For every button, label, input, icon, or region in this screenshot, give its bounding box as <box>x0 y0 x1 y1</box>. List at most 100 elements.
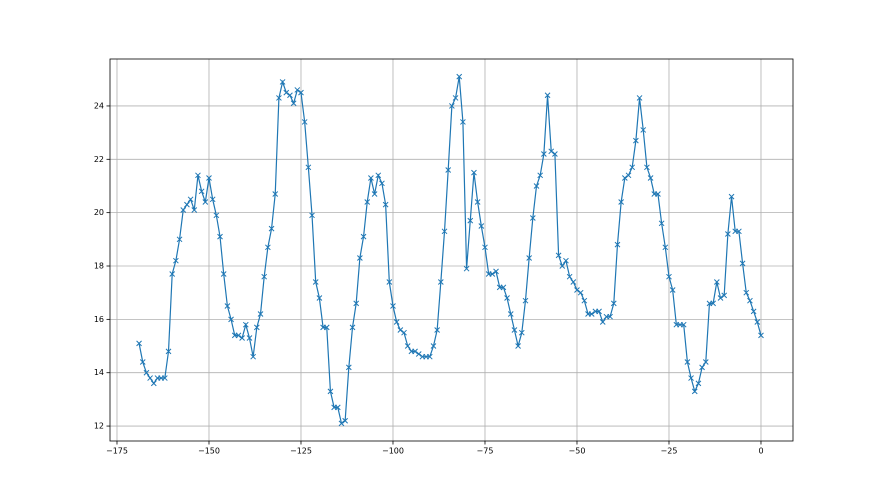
data-marker <box>666 273 672 280</box>
data-marker <box>386 279 393 285</box>
data-marker <box>456 73 463 80</box>
data-marker <box>467 217 474 224</box>
data-marker <box>165 348 172 355</box>
data-marker <box>143 369 150 376</box>
data-marker <box>449 103 455 109</box>
data-marker <box>298 89 304 96</box>
data-marker <box>287 92 293 99</box>
data-marker <box>500 284 507 291</box>
data-marker <box>548 148 555 155</box>
data-marker <box>633 137 639 144</box>
y-tick-label: 14 <box>94 368 104 377</box>
data-marker <box>338 420 345 427</box>
data-marker <box>702 359 709 365</box>
data-marker <box>662 244 669 251</box>
data-marker <box>187 196 194 203</box>
data-marker <box>364 199 371 205</box>
data-marker <box>404 343 411 349</box>
data-marker <box>379 180 385 187</box>
data-marker <box>721 292 728 299</box>
data-marker <box>515 343 521 349</box>
data-marker <box>294 87 301 93</box>
data-marker <box>563 257 569 264</box>
data-marker <box>599 319 606 325</box>
data-marker <box>368 175 374 181</box>
data-marker <box>316 295 323 301</box>
data-marker <box>253 324 260 331</box>
data-marker <box>621 175 628 181</box>
x-tick-label: 0 <box>758 447 763 456</box>
data-marker <box>647 175 654 181</box>
data-marker <box>754 319 761 325</box>
x-tick-label: −50 <box>569 447 586 456</box>
data-marker <box>198 188 205 195</box>
data-marker <box>250 353 257 360</box>
data-marker <box>710 300 716 307</box>
data-marker <box>655 191 661 197</box>
data-marker <box>725 231 731 237</box>
data-marker <box>511 327 518 333</box>
data-marker <box>412 348 418 355</box>
data-marker <box>257 311 264 317</box>
data-marker <box>607 313 613 320</box>
data-marker <box>691 388 698 395</box>
data-marker <box>728 193 735 200</box>
data-marker <box>541 151 547 157</box>
data-marker <box>739 260 746 267</box>
data-marker <box>276 95 282 101</box>
x-tick-label: −175 <box>106 447 128 456</box>
data-marker <box>161 375 168 381</box>
data-marker <box>309 212 315 219</box>
data-marker <box>265 244 271 251</box>
data-marker <box>680 321 687 328</box>
data-marker <box>430 343 437 349</box>
data-marker <box>555 252 562 259</box>
data-marker <box>357 255 363 261</box>
data-marker <box>397 327 404 333</box>
y-tick-label: 18 <box>94 262 104 271</box>
data-marker <box>434 327 441 333</box>
data-marker <box>209 196 216 203</box>
data-marker <box>213 212 220 219</box>
data-marker <box>533 183 540 189</box>
data-marker <box>426 353 433 360</box>
y-tick-label: 22 <box>94 155 104 164</box>
data-marker <box>393 319 400 325</box>
data-marker <box>493 268 499 275</box>
data-marker <box>747 297 753 304</box>
data-marker <box>518 329 525 336</box>
data-marker <box>290 100 297 107</box>
x-tick-label: −150 <box>198 447 220 456</box>
y-tick-label: 12 <box>94 422 104 431</box>
data-marker <box>445 167 452 173</box>
data-marker <box>474 199 481 205</box>
data-marker <box>382 201 389 208</box>
data-marker <box>684 359 691 365</box>
data-marker <box>305 164 312 171</box>
data-marker <box>191 207 198 213</box>
x-tick-label: −125 <box>290 447 312 456</box>
data-marker <box>415 351 422 357</box>
data-marker <box>522 297 529 304</box>
data-marker <box>345 364 352 371</box>
data-marker <box>261 273 268 280</box>
y-tick-label: 20 <box>94 208 104 217</box>
data-marker <box>504 295 510 301</box>
data-marker <box>574 287 580 293</box>
data-marker <box>537 172 544 179</box>
data-marker <box>375 172 382 179</box>
data-marker <box>544 92 551 99</box>
data-marker <box>224 303 231 309</box>
data-marker <box>342 417 349 424</box>
data-marker <box>460 119 466 125</box>
data-marker <box>272 191 279 197</box>
data-marker <box>334 404 341 411</box>
data-marker <box>713 279 720 285</box>
data-marker <box>636 95 643 101</box>
data-marker <box>184 201 190 208</box>
data-marker <box>136 340 142 347</box>
data-marker <box>577 289 584 296</box>
data-marker <box>529 215 536 221</box>
